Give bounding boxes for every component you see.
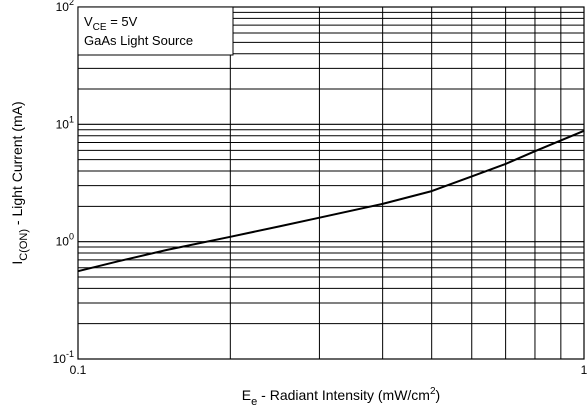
condition-light-source: GaAs Light Source	[84, 33, 193, 48]
y-tick-label: 102	[56, 0, 74, 14]
y-tick-label: 101	[56, 114, 74, 131]
data-layer	[77, 129, 585, 273]
y-tick-label: 10-1	[53, 349, 74, 366]
x-tick-label: 1	[581, 363, 587, 377]
light-current-curve	[77, 129, 585, 273]
grid-layer	[78, 7, 584, 359]
tick-labels: 10-1 100 101 102 0.1 1	[53, 0, 587, 377]
axis-labels: Ee - Radiant Intensity (mW/cm2) IC(ON) - …	[9, 101, 440, 408]
plot-frame	[77, 6, 585, 360]
y-tick-label: 100	[56, 232, 74, 249]
x-axis-label: Ee - Radiant Intensity (mW/cm2)	[242, 386, 440, 408]
condition-vce: VCE = 5V	[84, 14, 138, 33]
x-tick-label: 0.1	[70, 363, 87, 377]
legend-frame	[77, 6, 234, 56]
y-axis-label: IC(ON) - Light Current (mA)	[9, 101, 30, 264]
